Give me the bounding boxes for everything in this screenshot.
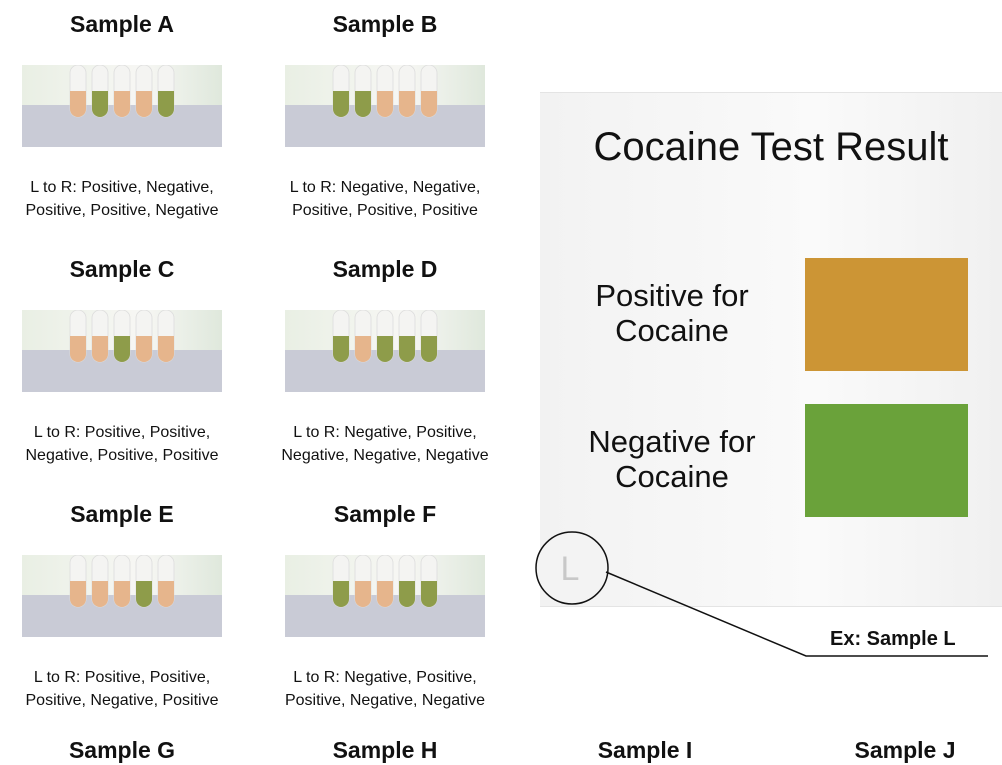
sample-caption: L to R: Negative, Negative, [250, 176, 520, 199]
marker-label: L [561, 550, 580, 588]
sample-title: Sample I [515, 737, 775, 764]
example-label: Ex: Sample L [830, 628, 956, 651]
sample-caption: Negative, Positive, Positive [0, 444, 257, 467]
sample-title: Sample F [255, 501, 515, 528]
sample-caption: Positive, Negative, Negative [250, 689, 520, 712]
sample-caption: L to R: Negative, Positive, [250, 666, 520, 689]
sample-caption: L to R: Negative, Positive, [250, 421, 520, 444]
sample-title: Sample C [0, 256, 252, 283]
sample-caption: L to R: Positive, Positive, [0, 666, 257, 689]
sample-caption: Positive, Negative, Positive [0, 689, 257, 712]
sample-caption: Negative, Negative, Negative [250, 444, 520, 467]
sample-image [22, 310, 222, 392]
sample-caption: Positive, Positive, Positive [250, 199, 520, 222]
sample-title: Sample B [255, 11, 515, 38]
sample-title: Sample D [255, 256, 515, 283]
sample-title: Sample J [775, 737, 1002, 764]
sample-image [285, 555, 485, 637]
page: Cocaine Test Result Positive forCocaineN… [0, 0, 1002, 765]
sample-caption: Positive, Positive, Negative [0, 199, 257, 222]
sample-title: Sample A [0, 11, 252, 38]
sample-image [22, 65, 222, 147]
sample-title: Sample H [255, 737, 515, 764]
sample-title: Sample G [0, 737, 252, 764]
sample-caption: L to R: Positive, Positive, [0, 421, 257, 444]
sample-caption: L to R: Positive, Negative, [0, 176, 257, 199]
sample-title: Sample E [0, 501, 252, 528]
sample-image [22, 555, 222, 637]
sample-image [285, 65, 485, 147]
sample-image [285, 310, 485, 392]
